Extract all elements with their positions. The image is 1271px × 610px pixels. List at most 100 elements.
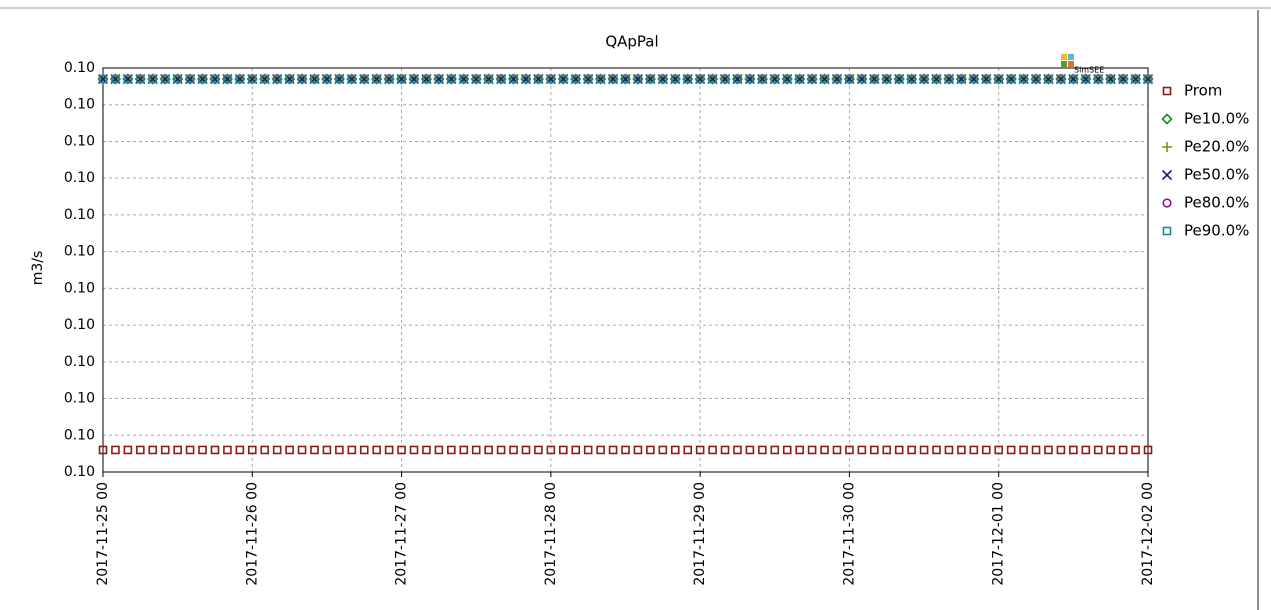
marker <box>708 74 717 84</box>
marker <box>1106 74 1115 84</box>
marker <box>882 445 892 455</box>
marker <box>1056 74 1066 84</box>
logo-square <box>1061 54 1067 60</box>
x-tick-label: 2017-12-01 00 <box>991 482 1007 586</box>
marker <box>422 74 431 84</box>
chart-title: QApPal <box>605 33 658 51</box>
marker <box>1093 445 1103 455</box>
marker <box>297 445 307 455</box>
y-tick-label: 0.10 <box>64 170 95 186</box>
marker <box>160 445 170 455</box>
marker <box>845 445 854 455</box>
x-tick-label: 2017-11-25 00 <box>95 482 111 586</box>
marker <box>484 445 493 455</box>
marker <box>546 74 556 84</box>
marker <box>409 74 419 84</box>
marker <box>98 445 108 455</box>
marker <box>123 74 133 84</box>
marker <box>521 74 531 84</box>
legend-label: Pe20.0% <box>1184 138 1249 156</box>
marker <box>957 74 966 84</box>
legend-marker <box>1161 169 1173 181</box>
marker <box>1031 445 1041 455</box>
marker <box>272 445 282 455</box>
marker <box>235 445 245 455</box>
y-tick-label: 0.10 <box>64 280 95 296</box>
marker <box>1131 74 1140 84</box>
legend-marker <box>1162 198 1172 208</box>
marker <box>820 74 829 84</box>
legend-label: Prom <box>1184 82 1222 100</box>
logo-square <box>1061 61 1067 67</box>
marker <box>919 74 929 84</box>
marker <box>795 74 804 84</box>
marker <box>409 445 419 455</box>
marker <box>882 74 892 84</box>
marker <box>223 445 232 455</box>
marker <box>1081 445 1091 455</box>
legend-marker <box>1162 226 1172 236</box>
marker <box>546 445 556 455</box>
marker <box>832 445 842 455</box>
marker <box>310 74 319 84</box>
marker <box>434 74 444 84</box>
marker <box>621 74 630 84</box>
marker <box>832 74 842 84</box>
legend-label: Pe80.0% <box>1184 194 1249 212</box>
marker <box>434 445 444 455</box>
marker <box>260 445 270 455</box>
marker <box>770 74 780 84</box>
logo-square <box>1068 61 1074 67</box>
marker <box>969 74 979 84</box>
y-tick-label: 0.10 <box>64 317 95 333</box>
y-tick-label: 0.10 <box>64 97 95 113</box>
marker <box>1118 74 1128 84</box>
legend-marker <box>1162 142 1172 152</box>
marker <box>981 445 991 455</box>
marker <box>807 74 817 84</box>
marker <box>297 74 307 84</box>
marker <box>944 74 954 84</box>
marker <box>1019 445 1028 455</box>
marker <box>210 74 220 84</box>
marker <box>571 445 581 455</box>
marker <box>919 445 929 455</box>
marker <box>198 445 207 455</box>
marker <box>160 74 170 84</box>
marker <box>111 445 120 455</box>
marker <box>260 74 270 84</box>
marker <box>335 74 344 84</box>
marker <box>695 74 705 84</box>
marker <box>658 445 668 455</box>
marker <box>1019 74 1028 84</box>
marker <box>820 445 829 455</box>
marker <box>957 445 966 455</box>
marker <box>994 74 1004 84</box>
marker <box>447 74 456 84</box>
marker <box>932 445 941 455</box>
marker <box>670 445 680 455</box>
marker <box>335 445 344 455</box>
marker <box>372 74 381 84</box>
marker <box>758 445 767 455</box>
marker <box>123 445 133 455</box>
marker <box>1031 74 1041 84</box>
marker <box>484 74 493 84</box>
marker <box>558 445 568 455</box>
marker <box>770 445 780 455</box>
marker <box>944 445 954 455</box>
marker <box>509 445 518 455</box>
marker <box>471 74 481 84</box>
marker <box>173 445 182 455</box>
marker <box>981 74 991 84</box>
marker <box>496 445 506 455</box>
marker <box>733 445 742 455</box>
marker <box>235 74 245 84</box>
y-tick-label: 0.10 <box>64 354 95 370</box>
marker <box>397 74 406 84</box>
y-tick-label: 0.10 <box>64 427 95 443</box>
marker <box>322 445 332 455</box>
marker <box>558 74 568 84</box>
marker <box>1006 445 1016 455</box>
marker <box>198 74 207 84</box>
